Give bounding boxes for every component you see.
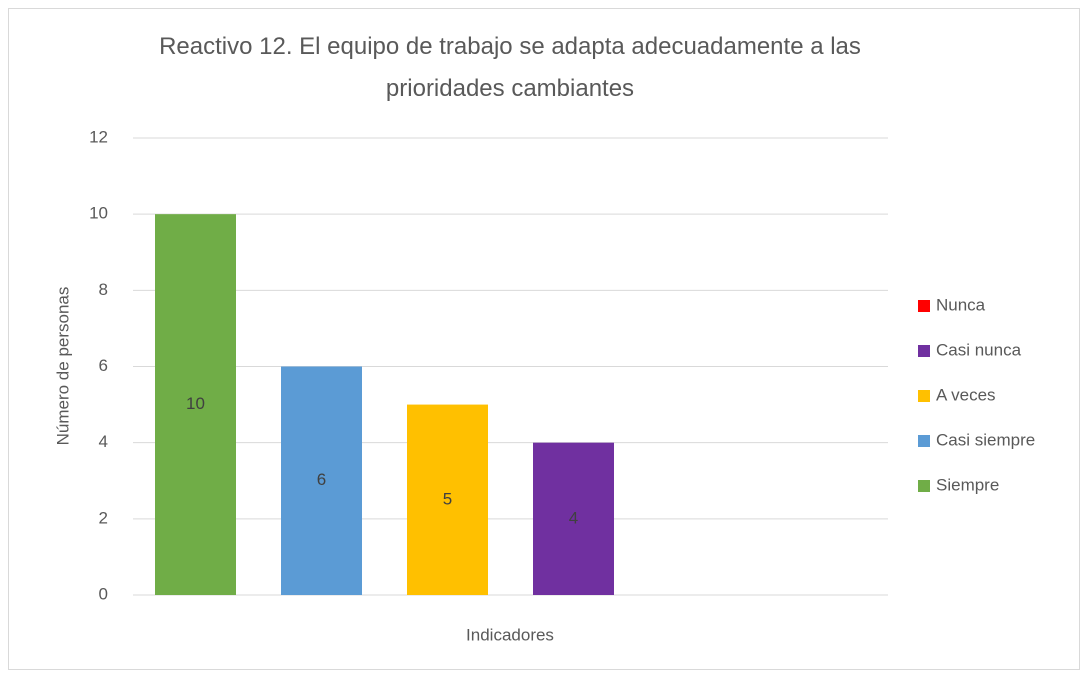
legend-label: A veces bbox=[936, 385, 996, 404]
bar bbox=[281, 366, 362, 595]
legend-label: Siempre bbox=[936, 475, 999, 494]
y-tick-label: 4 bbox=[99, 432, 108, 451]
chart-border bbox=[8, 8, 1080, 670]
y-tick-label: 0 bbox=[99, 584, 108, 603]
data-label: 5 bbox=[443, 489, 452, 508]
bar bbox=[407, 404, 488, 595]
chart-title: Reactivo 12. El equipo de trabajo se ada… bbox=[159, 33, 861, 102]
legend-swatch bbox=[918, 345, 930, 357]
y-tick-label: 8 bbox=[99, 280, 108, 299]
data-label: 4 bbox=[569, 508, 578, 527]
y-tick-label: 6 bbox=[99, 356, 108, 375]
legend-label: Casi siempre bbox=[936, 430, 1035, 449]
legend-swatch bbox=[918, 300, 930, 312]
data-label: 10 bbox=[186, 394, 205, 413]
legend-swatch bbox=[918, 435, 930, 447]
legend-swatch bbox=[918, 480, 930, 492]
legend-label: Nunca bbox=[936, 295, 986, 314]
x-axis-label: Indicadores bbox=[466, 625, 554, 644]
y-tick-label: 10 bbox=[89, 204, 108, 223]
legend-swatch bbox=[918, 390, 930, 402]
y-tick-label: 2 bbox=[99, 508, 108, 527]
y-axis-label: Número de personas bbox=[53, 287, 72, 446]
legend-label: Casi nunca bbox=[936, 340, 1022, 359]
bar bbox=[155, 214, 236, 595]
data-label: 6 bbox=[317, 470, 326, 489]
bar bbox=[533, 442, 614, 595]
y-tick-label: 12 bbox=[89, 127, 108, 146]
